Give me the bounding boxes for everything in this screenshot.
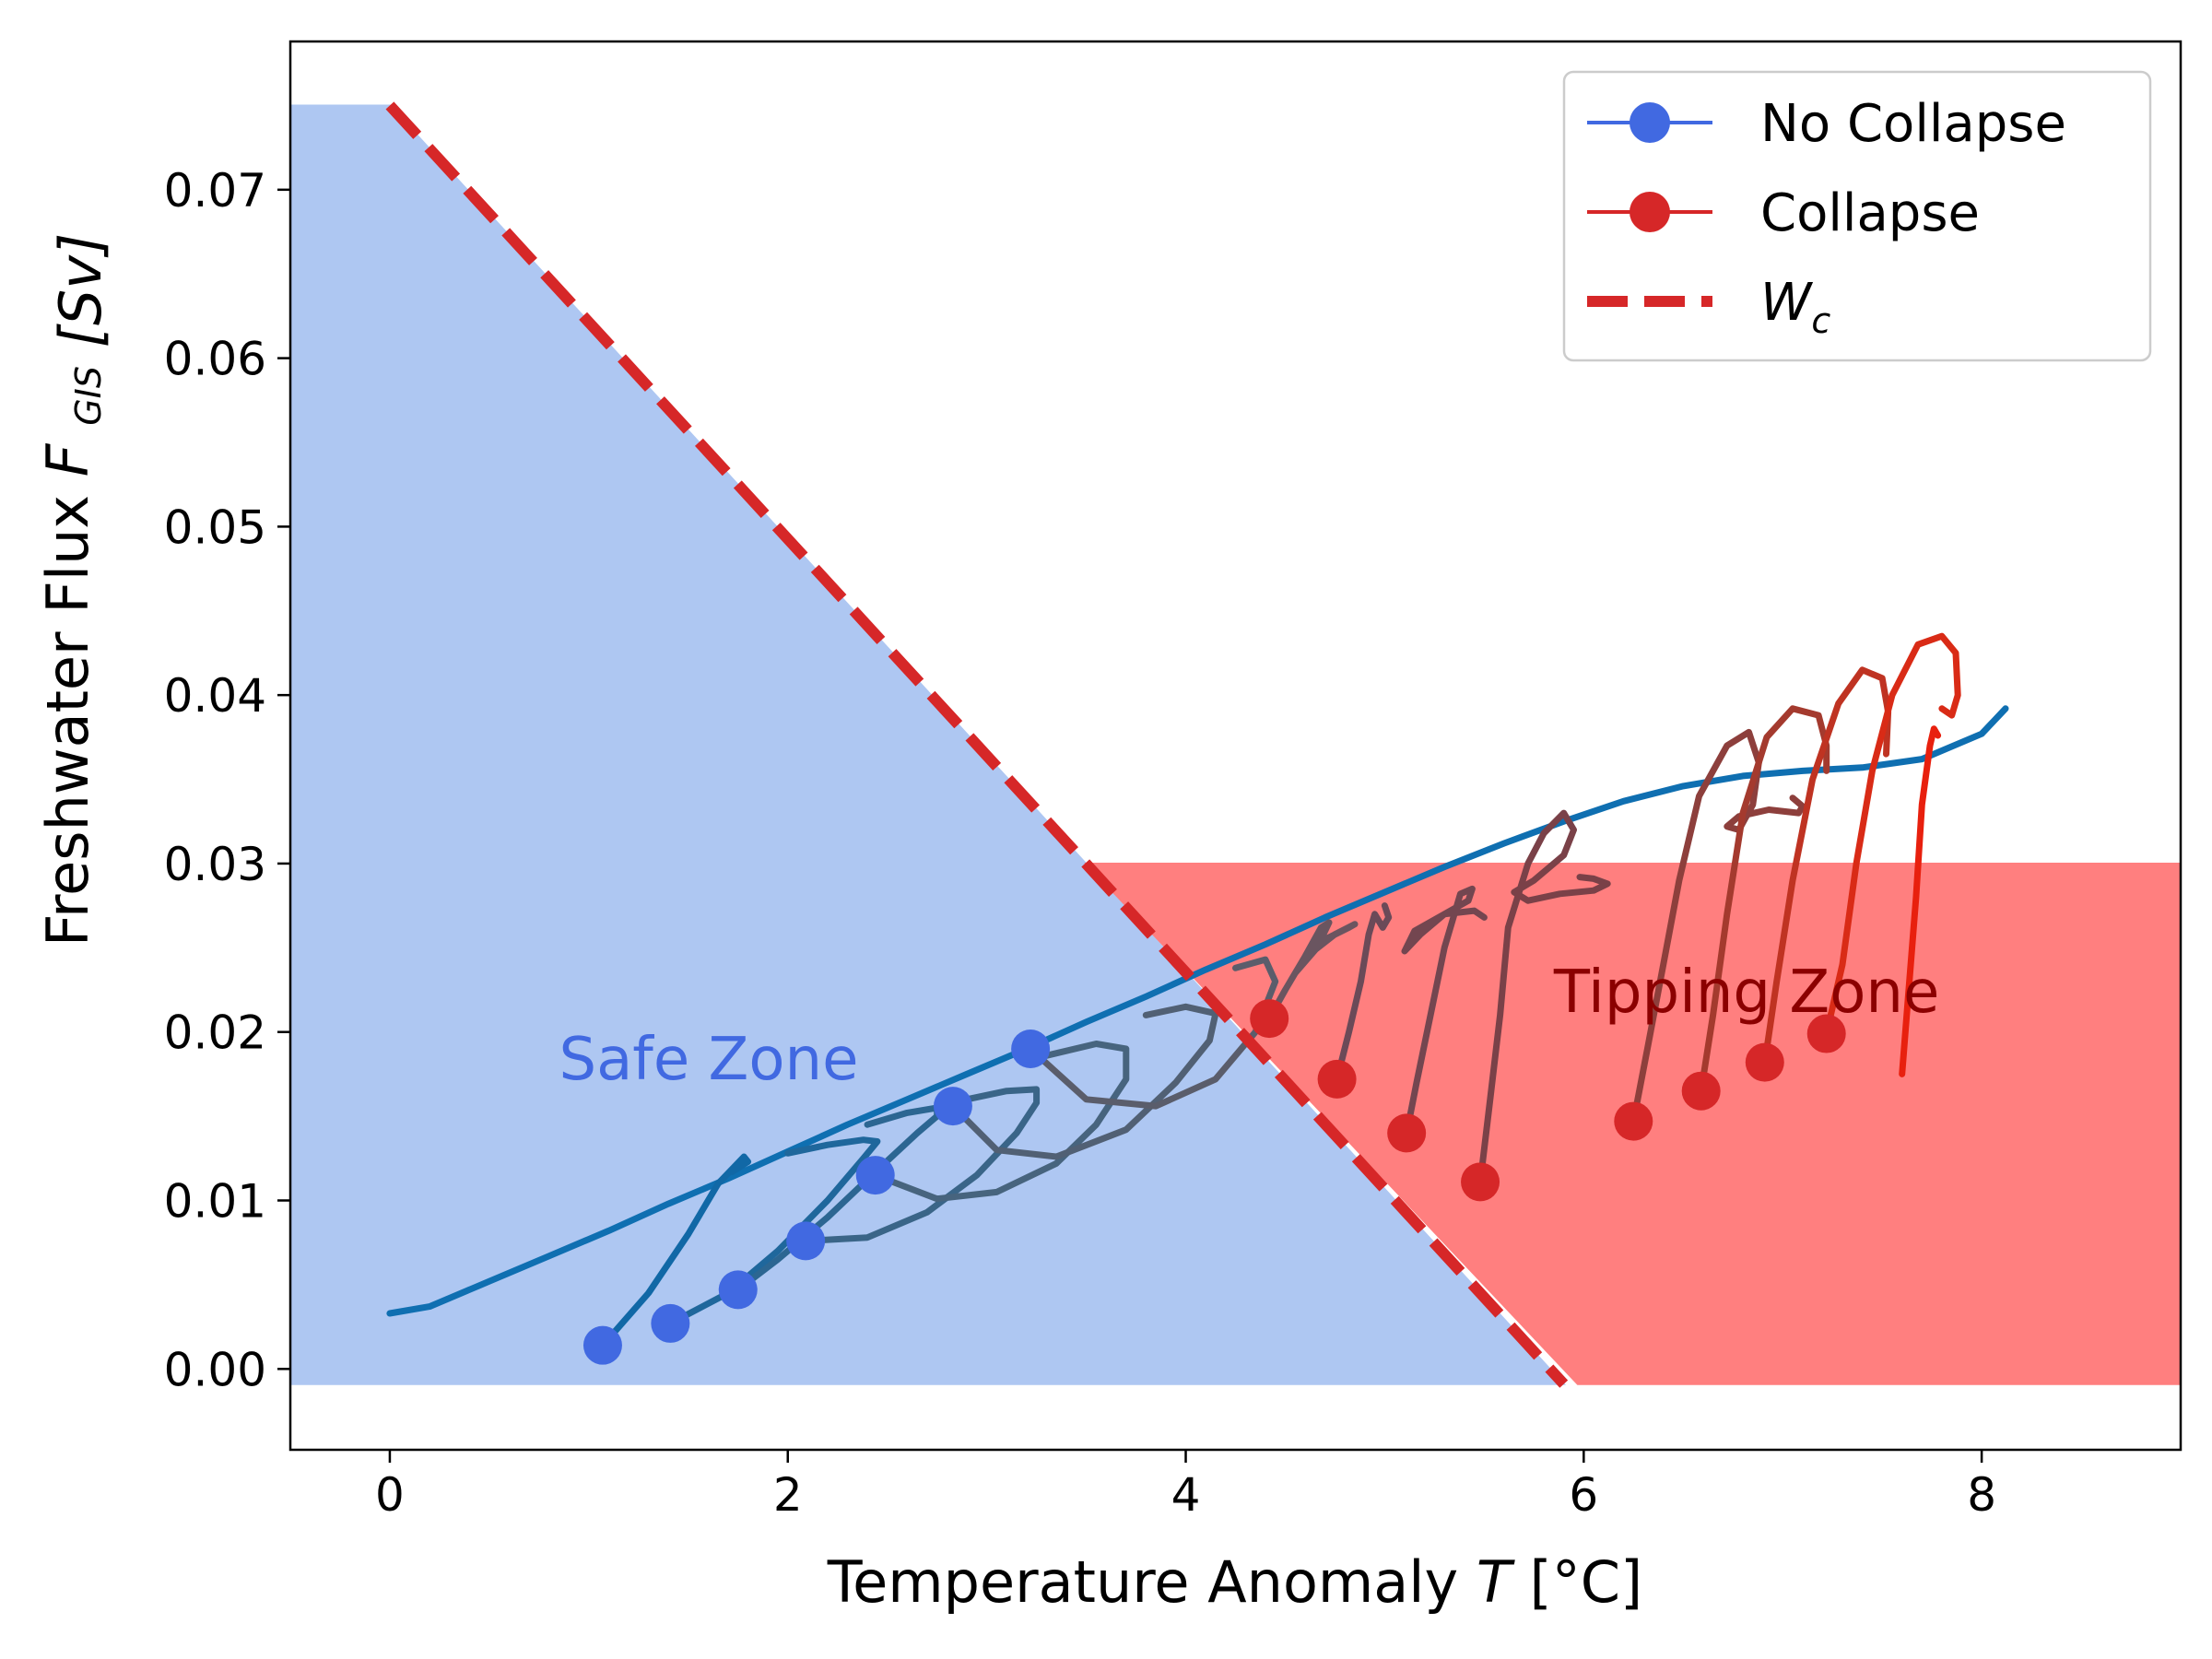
no-collapse-point-5 <box>855 1156 895 1195</box>
trajectory-line-15 <box>1823 632 1961 1037</box>
legend-no-collapse-label: No Collapse <box>1760 94 2066 154</box>
x-tick-label: 8 <box>1967 1468 1996 1522</box>
trajectory-line-10 <box>1401 885 1488 1136</box>
y-axis-label-text: Freshwater Flux <box>34 495 101 947</box>
legend-no-collapse-marker <box>1630 102 1670 143</box>
collapse-point-5 <box>1614 1101 1653 1141</box>
no-collapse-point-2 <box>651 1303 690 1343</box>
x-axis-label: Temperature Anomaly T [°C] <box>827 1548 1642 1616</box>
collapse-point-4 <box>1461 1162 1500 1202</box>
y-tick-label: 0.00 <box>164 1343 266 1396</box>
x-axis-label-var: T <box>1477 1548 1515 1616</box>
y-axis-label-sub: GIS <box>68 366 109 426</box>
critical-threshold-line <box>385 101 1569 1388</box>
trajectory-line-13 <box>1698 705 1830 1095</box>
tipping-zone-label: Tipping Zone <box>1553 959 1939 1027</box>
main-trajectory-line <box>386 705 2009 1317</box>
y-tick-label: 0.05 <box>164 500 266 554</box>
safe-zone-label: Safe Zone <box>559 1026 858 1094</box>
x-axis-label-unit: [°C] <box>1530 1548 1643 1616</box>
x-tick-label: 0 <box>375 1468 405 1522</box>
no-collapse-point-4 <box>786 1221 826 1261</box>
trajectory-line-1 <box>599 1153 752 1349</box>
y-tick-label: 0.06 <box>164 333 266 386</box>
x-tick-label: 4 <box>1171 1468 1201 1522</box>
legend-wc-main: W <box>1760 273 1814 333</box>
no-collapse-point-1 <box>582 1325 622 1365</box>
trajectory-line-9 <box>1334 902 1393 1083</box>
no-collapse-point-6 <box>933 1087 972 1126</box>
plot-frame <box>288 40 2183 1452</box>
trajectory-line-8 <box>1265 919 1359 1022</box>
collapse-point-8 <box>1806 1014 1846 1053</box>
legend-collapse-marker <box>1630 192 1670 232</box>
y-axis-label-var: F <box>34 442 101 477</box>
collapse-point-6 <box>1681 1071 1721 1111</box>
trajectory-line-14 <box>1761 666 1892 1066</box>
collapse-point-2 <box>1317 1059 1357 1099</box>
y-axis-label-unit: [Sv] <box>47 233 114 347</box>
y-tick-label: 0.07 <box>164 164 266 218</box>
legend-box <box>1562 70 2152 362</box>
legend-wc-sub: c <box>1811 300 1830 341</box>
y-axis-label: Freshwater Flux F GIS [Sv] <box>34 233 114 947</box>
trajectory-line-12 <box>1630 728 1806 1125</box>
trajectory-line-5 <box>872 1041 1130 1203</box>
legend-collapse-label: Collapse <box>1760 183 1980 243</box>
no-collapse-point-3 <box>718 1270 758 1310</box>
x-tick-label: 6 <box>1569 1468 1598 1522</box>
x-axis-label-text: Temperature Anomaly <box>827 1548 1458 1616</box>
trajectory-line-6 <box>949 1003 1219 1160</box>
trajectory-line-4 <box>802 1086 1041 1244</box>
y-tick-label: 0.01 <box>164 1174 266 1228</box>
trajectory-line-16 <box>1899 725 1942 1077</box>
y-tick-label: 0.03 <box>164 838 266 891</box>
no-collapse-point-7 <box>1011 1029 1051 1068</box>
x-tick-label: 2 <box>773 1468 803 1522</box>
trajectory-line-11 <box>1477 809 1611 1185</box>
y-tick-label: 0.02 <box>164 1006 266 1060</box>
trajectory-line-7 <box>1027 956 1279 1110</box>
legend: No Collapse Collapse Wc <box>1562 70 2152 362</box>
legend-wc-label: Wc <box>1760 273 1830 341</box>
y-tick-label: 0.04 <box>164 669 266 723</box>
collapse-point-3 <box>1387 1113 1427 1153</box>
collapse-point-1 <box>1250 999 1289 1039</box>
collapse-point-7 <box>1745 1042 1784 1082</box>
